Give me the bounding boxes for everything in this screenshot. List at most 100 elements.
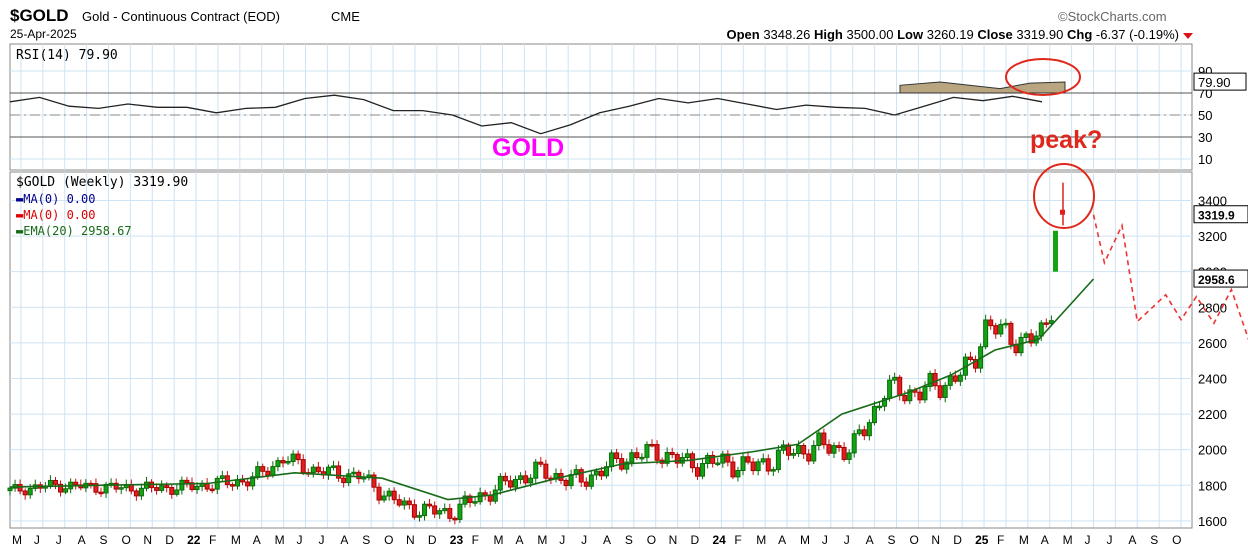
- candle-body: [871, 405, 877, 424]
- candle-body: [513, 478, 519, 488]
- candle-body: [442, 508, 448, 512]
- candle-body: [836, 445, 842, 448]
- candle-body: [887, 379, 893, 399]
- candle-body: [1003, 322, 1009, 326]
- candle-body: [629, 452, 635, 463]
- rsi-highlight-circle: [1005, 58, 1081, 96]
- candle-body: [93, 483, 99, 493]
- price-tick-label: 1800: [1198, 478, 1227, 493]
- x-tick-label: A: [253, 533, 261, 546]
- x-tick-label: J: [56, 533, 62, 546]
- open-label: Open: [726, 27, 760, 42]
- candle-body: [250, 476, 256, 487]
- candle-body: [518, 475, 524, 480]
- candle-body: [492, 489, 498, 502]
- candle-body: [720, 453, 726, 464]
- rsi-label: RSI(14) 79.90: [16, 48, 118, 63]
- symbol: $GOLD: [10, 6, 69, 25]
- candle-body: [416, 515, 422, 518]
- candle-body: [310, 466, 316, 474]
- candle-body: [209, 488, 215, 492]
- x-tick-label: J: [559, 533, 565, 546]
- x-tick-label: J: [822, 533, 828, 546]
- x-tick-label: S: [1150, 533, 1158, 546]
- x-tick-label: S: [625, 533, 633, 546]
- candle-body: [406, 500, 412, 506]
- candle-body: [63, 488, 69, 493]
- x-tick-label: S: [888, 533, 896, 546]
- candle-body: [528, 477, 534, 484]
- price-tick-label: 1600: [1198, 514, 1227, 529]
- candle-body: [1060, 209, 1065, 215]
- projection-line: [1092, 214, 1248, 341]
- candle-body: [477, 492, 483, 503]
- rsi-tick-label: 10: [1198, 152, 1212, 167]
- candle-body: [902, 395, 908, 402]
- close-price-tag-box: [1193, 205, 1248, 224]
- brand-link[interactable]: ©StockCharts.com: [1058, 9, 1167, 24]
- candle-body: [315, 466, 321, 473]
- candle-body: [154, 487, 160, 491]
- candle-body: [695, 467, 701, 477]
- candle-body: [1028, 333, 1034, 344]
- x-tick-label: M: [537, 533, 547, 546]
- candle-body: [785, 444, 791, 456]
- candle-body: [260, 466, 266, 472]
- x-tick-label: J: [581, 533, 587, 546]
- x-tick-label: M: [1063, 533, 1073, 546]
- x-tick-label: M: [275, 533, 285, 546]
- peak-annotation: peak?: [1030, 126, 1103, 154]
- price-tick-label: 3400: [1198, 193, 1227, 208]
- candle-body: [376, 486, 382, 501]
- candle-body: [892, 376, 898, 381]
- candle-body: [563, 479, 569, 487]
- x-tick-label: A: [1128, 533, 1136, 546]
- price-title: $GOLD (Weekly) 3319.90: [16, 175, 189, 190]
- candle-body: [826, 444, 832, 454]
- candle-body: [1008, 322, 1014, 345]
- candle-body: [351, 471, 357, 475]
- candle-body: [775, 449, 781, 471]
- candle-body: [462, 495, 468, 505]
- x-axis: M J J A S O N D 22 F M A M J J A S O N D 23 F M A M J J A S O N D 24 F M A M…: [10, 527, 1192, 546]
- candle-body: [411, 504, 417, 518]
- candle-body: [174, 489, 180, 495]
- candle-body: [22, 490, 28, 496]
- x-tick-label: A: [340, 533, 348, 546]
- candle-body: [133, 490, 139, 497]
- x-tick-label: M: [494, 533, 504, 546]
- candle-body: [806, 453, 812, 462]
- x-tick-label: D: [165, 533, 174, 546]
- close-value: 3319.90: [1016, 27, 1064, 42]
- candle-body: [937, 385, 943, 398]
- candle-body: [245, 481, 251, 487]
- close-label: Close: [977, 27, 1013, 42]
- candle-body: [669, 451, 675, 456]
- price-panel: 1600180020002200240026002800300032003400…: [7, 163, 1248, 529]
- candle-body: [295, 453, 301, 461]
- candle-body: [138, 487, 144, 497]
- candle-body: [952, 375, 958, 382]
- candle-body: [649, 444, 655, 447]
- candle-body: [1023, 333, 1029, 338]
- candle-body: [593, 470, 599, 476]
- candle-body: [58, 483, 64, 493]
- legend-ma-2-label: MA(0) 0.00: [23, 208, 96, 222]
- x-tick-label: S: [362, 533, 370, 546]
- x-tick-label: 23: [450, 533, 464, 546]
- candle-body: [275, 460, 281, 468]
- close-price-tag: 3319.9: [1198, 209, 1235, 223]
- candle-body: [846, 452, 852, 460]
- x-tick-label: S: [100, 533, 108, 546]
- low-label: Low: [897, 27, 924, 42]
- candle-body: [993, 325, 999, 335]
- candle-body: [614, 452, 620, 460]
- legend-ema-label: EMA(20) 2958.67: [23, 224, 132, 238]
- candle-body: [942, 384, 948, 398]
- x-tick-label: J: [1106, 533, 1112, 546]
- x-tick-label: J: [844, 533, 850, 546]
- candle-body: [765, 458, 771, 472]
- x-tick-label: J: [297, 533, 303, 546]
- candle-body: [725, 453, 731, 463]
